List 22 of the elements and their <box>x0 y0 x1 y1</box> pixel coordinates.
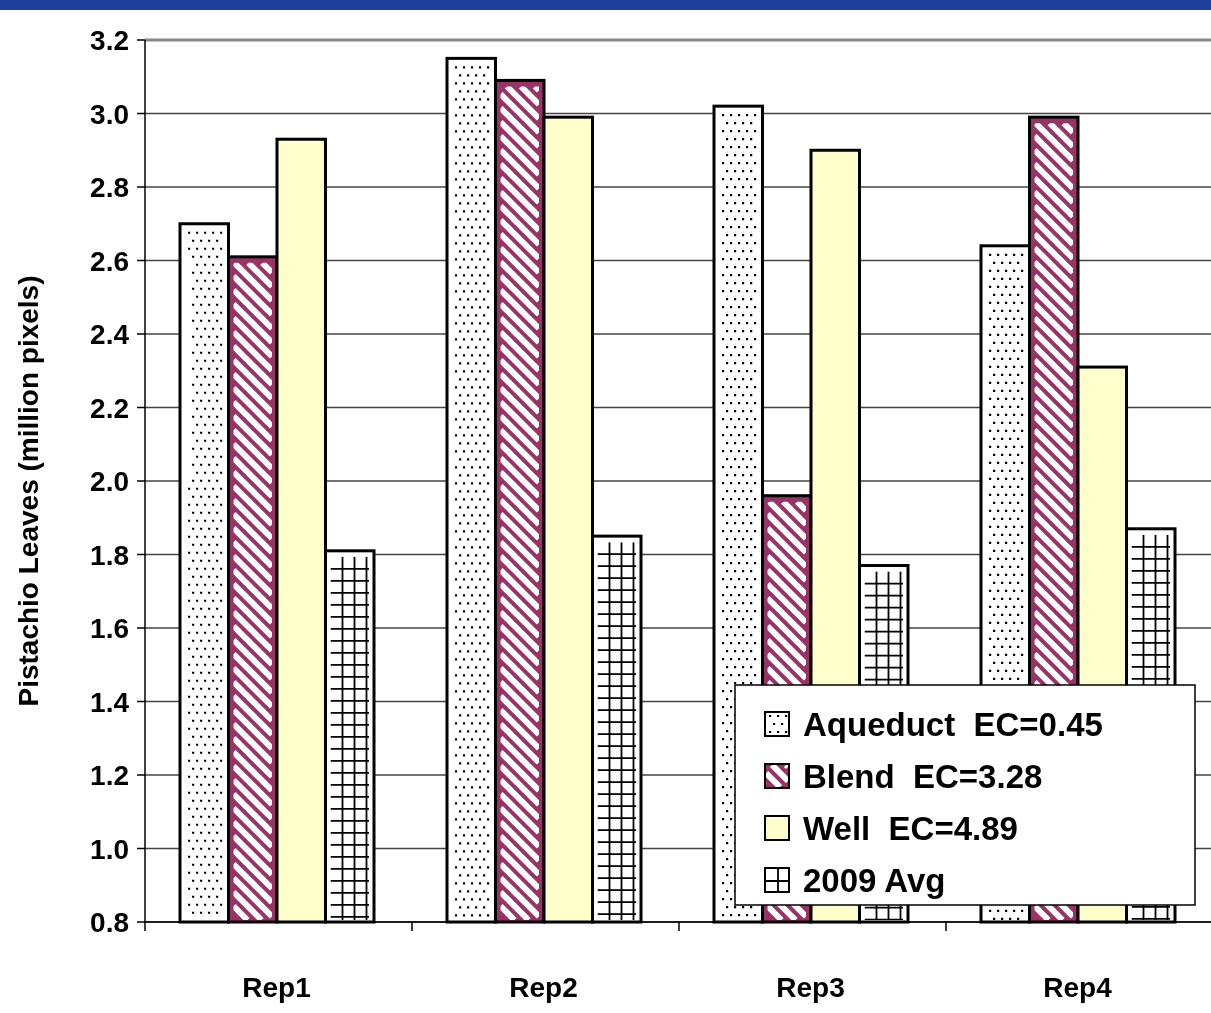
y-tick-label: 2.8 <box>90 172 129 204</box>
y-tick-label: 3.0 <box>90 98 129 130</box>
legend-label: Well EC=4.89 <box>803 809 1018 847</box>
y-tick-label: 1.4 <box>90 686 130 718</box>
y-tick-label: 1.6 <box>90 613 129 645</box>
x-tick-label: Rep1 <box>242 972 311 1003</box>
y-tick-label: 1.2 <box>90 760 129 792</box>
legend-label: 2009 Avg <box>803 861 946 899</box>
y-tick-label: 3.2 <box>90 25 129 57</box>
y-tick-label: 2.0 <box>90 466 129 498</box>
y-tick-label: 1.8 <box>90 539 129 571</box>
y-axis-title: Pistachio Leaves (million pixels) <box>13 275 44 707</box>
y-tick-label: 2.2 <box>90 392 129 424</box>
x-tick-label: Rep3 <box>776 972 845 1003</box>
y-tick-label: 2.6 <box>90 245 129 277</box>
y-tick-label: 2.4 <box>90 319 130 351</box>
x-tick-label: Rep4 <box>1043 972 1113 1003</box>
legend-label: Blend EC=3.28 <box>803 757 1043 795</box>
legend-label: Aqueduct EC=0.45 <box>803 705 1103 743</box>
y-tick-label: 1.0 <box>90 833 129 865</box>
x-tick-label: Rep2 <box>509 972 578 1003</box>
y-tick-label: 0.8 <box>90 907 129 939</box>
